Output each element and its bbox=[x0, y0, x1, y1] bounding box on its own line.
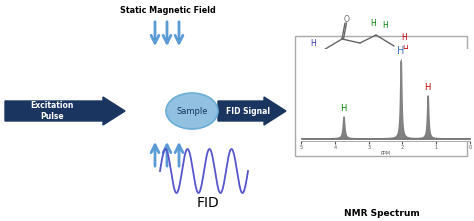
Text: FID Signal: FID Signal bbox=[226, 107, 270, 116]
Ellipse shape bbox=[166, 93, 218, 129]
Text: H: H bbox=[310, 40, 316, 48]
Text: H: H bbox=[370, 19, 376, 29]
Text: H: H bbox=[401, 34, 407, 42]
Text: H: H bbox=[382, 21, 388, 29]
Text: Static Magnetic Field: Static Magnetic Field bbox=[120, 6, 216, 15]
Text: H: H bbox=[320, 55, 326, 65]
Text: H: H bbox=[308, 51, 314, 59]
Text: H: H bbox=[394, 53, 400, 61]
FancyArrow shape bbox=[218, 97, 286, 125]
Text: H: H bbox=[402, 46, 408, 55]
Text: H: H bbox=[397, 46, 404, 56]
Text: H: H bbox=[340, 104, 346, 112]
Text: H: H bbox=[425, 82, 431, 91]
FancyBboxPatch shape bbox=[295, 36, 467, 156]
FancyArrow shape bbox=[5, 97, 125, 125]
Text: NMR Spectrum: NMR Spectrum bbox=[344, 209, 420, 218]
Text: O: O bbox=[344, 15, 350, 23]
Text: Sample: Sample bbox=[176, 107, 208, 116]
Text: Excitation
Pulse: Excitation Pulse bbox=[30, 101, 73, 121]
X-axis label: PPM: PPM bbox=[381, 151, 391, 156]
Text: FID: FID bbox=[197, 196, 219, 210]
